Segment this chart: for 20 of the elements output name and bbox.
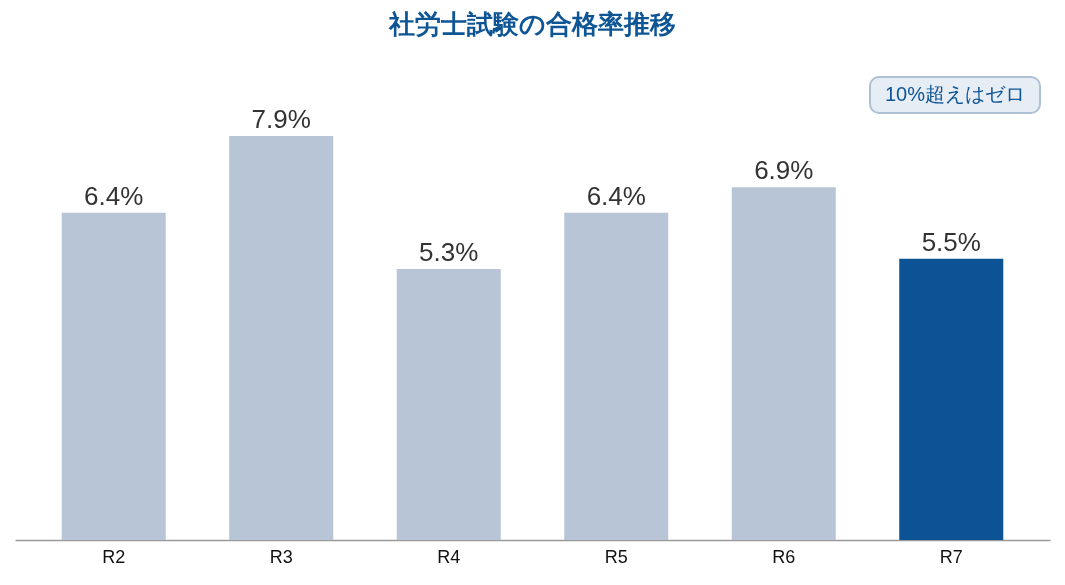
x-tick-label: R4	[437, 546, 461, 567]
x-tick-label: R7	[939, 546, 963, 567]
data-label: 5.3%	[419, 236, 479, 267]
bar	[899, 258, 1004, 540]
chart-title: 社労士試験の合格率推移	[388, 9, 676, 39]
x-tick-label: R3	[269, 546, 293, 567]
x-tick-label: R6	[772, 546, 796, 567]
data-label: 6.4%	[84, 180, 144, 211]
data-label: 5.5%	[921, 226, 981, 257]
bar	[229, 136, 334, 540]
bar	[61, 212, 166, 540]
x-tick-label: R5	[604, 546, 628, 567]
data-label: 6.9%	[754, 155, 814, 186]
data-label: 7.9%	[251, 104, 311, 134]
data-label: 6.4%	[586, 180, 646, 211]
x-tick-label: R2	[102, 546, 126, 567]
bar	[396, 268, 501, 540]
bar	[564, 212, 669, 540]
bar	[731, 187, 836, 540]
text: 10%超えはゼロ	[884, 83, 1026, 105]
